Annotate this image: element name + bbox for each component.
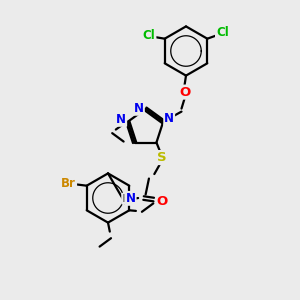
Text: S: S <box>157 151 166 164</box>
Text: N: N <box>126 192 136 205</box>
Text: N: N <box>164 112 174 125</box>
Text: N: N <box>116 113 126 126</box>
Text: O: O <box>157 194 168 208</box>
Text: H: H <box>122 194 131 204</box>
Text: Cl: Cl <box>143 29 155 42</box>
Text: Br: Br <box>61 177 76 190</box>
Text: N: N <box>134 102 144 115</box>
Text: Cl: Cl <box>216 26 229 39</box>
Text: O: O <box>179 85 190 99</box>
